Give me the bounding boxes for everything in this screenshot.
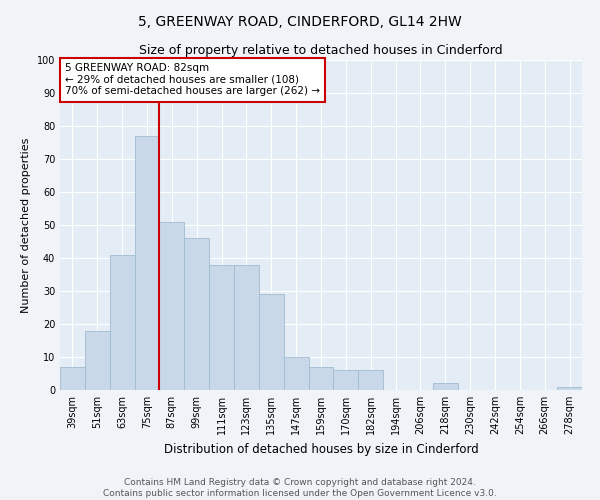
Bar bbox=[358, 370, 383, 390]
X-axis label: Distribution of detached houses by size in Cinderford: Distribution of detached houses by size … bbox=[164, 442, 478, 456]
Bar bbox=[284, 357, 308, 390]
Bar bbox=[110, 254, 134, 390]
Bar bbox=[308, 367, 334, 390]
Bar bbox=[557, 386, 582, 390]
Title: Size of property relative to detached houses in Cinderford: Size of property relative to detached ho… bbox=[139, 44, 503, 58]
Text: 5 GREENWAY ROAD: 82sqm
← 29% of detached houses are smaller (108)
70% of semi-de: 5 GREENWAY ROAD: 82sqm ← 29% of detached… bbox=[65, 64, 320, 96]
Bar bbox=[85, 330, 110, 390]
Bar bbox=[184, 238, 209, 390]
Bar bbox=[134, 136, 160, 390]
Bar bbox=[160, 222, 184, 390]
Bar bbox=[334, 370, 358, 390]
Y-axis label: Number of detached properties: Number of detached properties bbox=[21, 138, 31, 312]
Bar bbox=[209, 264, 234, 390]
Bar bbox=[433, 384, 458, 390]
Text: Contains HM Land Registry data © Crown copyright and database right 2024.
Contai: Contains HM Land Registry data © Crown c… bbox=[103, 478, 497, 498]
Bar bbox=[234, 264, 259, 390]
Bar bbox=[259, 294, 284, 390]
Bar bbox=[60, 367, 85, 390]
Text: 5, GREENWAY ROAD, CINDERFORD, GL14 2HW: 5, GREENWAY ROAD, CINDERFORD, GL14 2HW bbox=[138, 15, 462, 29]
